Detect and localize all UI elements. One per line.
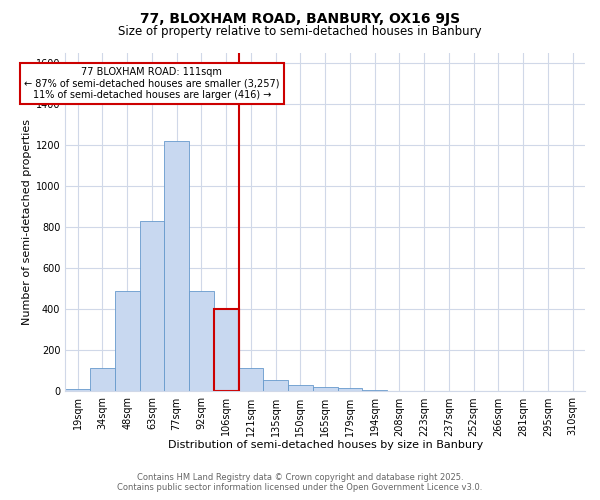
Bar — [65, 390, 90, 392]
Bar — [189, 291, 214, 392]
Text: 77 BLOXHAM ROAD: 111sqm
← 87% of semi-detached houses are smaller (3,257)
11% of: 77 BLOXHAM ROAD: 111sqm ← 87% of semi-de… — [24, 67, 280, 100]
Bar — [164, 141, 189, 392]
Bar — [90, 368, 115, 392]
Bar — [288, 386, 313, 392]
Bar — [337, 388, 362, 392]
X-axis label: Distribution of semi-detached houses by size in Banbury: Distribution of semi-detached houses by … — [167, 440, 483, 450]
Bar — [362, 390, 387, 392]
Bar — [239, 368, 263, 392]
Bar — [214, 310, 239, 392]
Y-axis label: Number of semi-detached properties: Number of semi-detached properties — [22, 119, 32, 325]
Text: Contains HM Land Registry data © Crown copyright and database right 2025.
Contai: Contains HM Land Registry data © Crown c… — [118, 473, 482, 492]
Bar — [115, 291, 139, 392]
Text: Size of property relative to semi-detached houses in Banbury: Size of property relative to semi-detach… — [118, 25, 482, 38]
Bar — [139, 221, 164, 392]
Bar — [263, 380, 288, 392]
Text: 77, BLOXHAM ROAD, BANBURY, OX16 9JS: 77, BLOXHAM ROAD, BANBURY, OX16 9JS — [140, 12, 460, 26]
Bar — [313, 388, 337, 392]
